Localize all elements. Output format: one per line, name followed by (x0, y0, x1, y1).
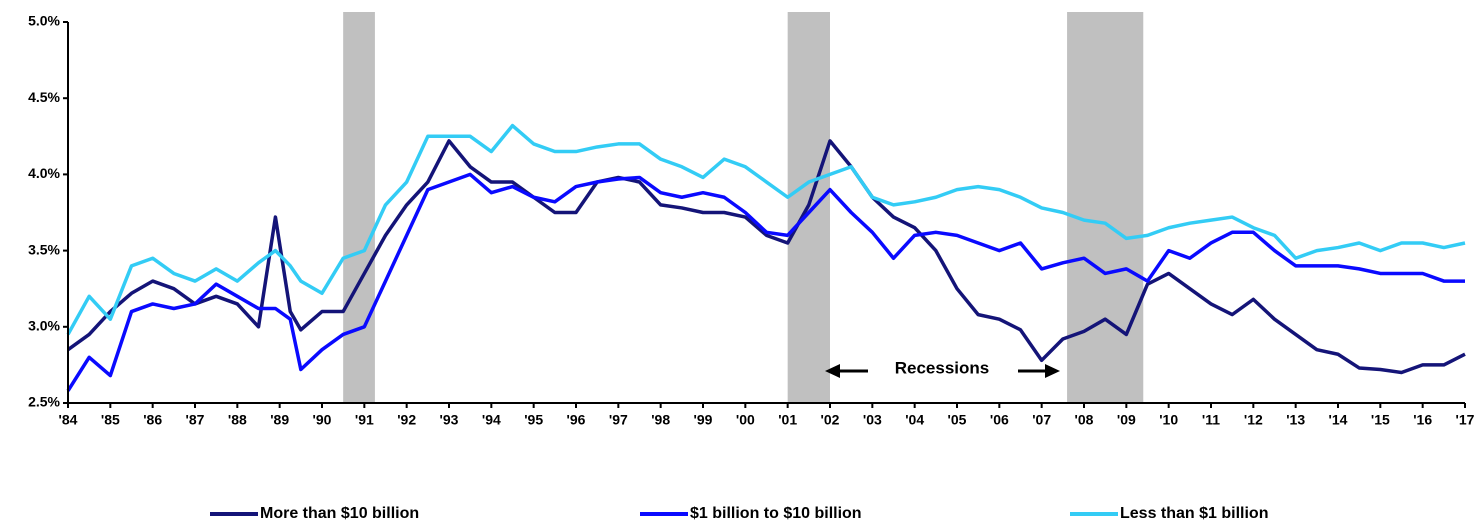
x-tick-label: '96 (567, 412, 586, 428)
x-tick-label: '16 (1413, 412, 1432, 428)
recession-bands (343, 12, 1144, 403)
x-tick-label: '15 (1371, 412, 1390, 428)
plot-lines (66, 123, 1466, 392)
x-tick-label: '12 (1244, 412, 1263, 428)
x-tick-label: '07 (1032, 412, 1051, 428)
x-tick-label: '17 (1456, 412, 1475, 428)
x-tick-label: '03 (863, 412, 882, 428)
x-tick-label: '13 (1286, 412, 1305, 428)
y-tick-label: 4.5% (28, 89, 60, 105)
x-tick-label: '90 (313, 412, 332, 428)
x-tick-label: '10 (1159, 412, 1178, 428)
y-tick-label: 3.5% (28, 241, 60, 257)
x-tick-label: '84 (59, 412, 78, 428)
x-tick-label: '14 (1329, 412, 1348, 428)
recession-band (343, 12, 375, 403)
x-tick-label: '98 (651, 412, 670, 428)
x-tick-label: '01 (778, 412, 797, 428)
arrow-head (825, 364, 840, 378)
x-tick-label: '00 (736, 412, 755, 428)
x-tick-label: '09 (1117, 412, 1136, 428)
x-tick-label: '97 (609, 412, 628, 428)
annotation-arrows (825, 364, 1060, 378)
x-tick-label: '89 (270, 412, 289, 428)
legend-label: More than $10 billion (260, 505, 419, 522)
series-line (66, 139, 1466, 375)
x-tick-label: '92 (397, 412, 416, 428)
arrow-head (1045, 364, 1060, 378)
series-line (66, 172, 1465, 392)
x-tick-label: '05 (948, 412, 967, 428)
legend: More than $10 billion $1 billion to $10 b… (210, 505, 1268, 522)
x-tick-label: '95 (524, 412, 543, 428)
y-tick-label: 5.0% (28, 13, 60, 29)
x-tick-label: '02 (821, 412, 840, 428)
x-tick-label: '06 (990, 412, 1009, 428)
axes: 2.5% 3.0% 3.5% 4.0% 4.5% 5.0% '84 '85 '86 '87 '88 '… (28, 13, 1475, 428)
y-tick-label: 3.0% (28, 318, 60, 334)
series-line (66, 123, 1466, 336)
x-tick-label: '04 (905, 412, 924, 428)
x-tick-label: '94 (482, 412, 501, 428)
x-tick-label: '88 (228, 412, 247, 428)
x-tick-label: '11 (1202, 412, 1220, 428)
legend-label: Less than $1 billion (1120, 505, 1268, 522)
x-tick-label: '93 (440, 412, 459, 428)
x-tick-label: '08 (1075, 412, 1094, 428)
x-tick-label: '85 (101, 412, 120, 428)
y-tick-label: 2.5% (28, 394, 60, 410)
x-tick-label: '99 (694, 412, 713, 428)
annotation: Recessions (895, 358, 990, 377)
legend-label: $1 billion to $10 billion (690, 505, 862, 522)
recession-band (1067, 12, 1144, 403)
x-tick-label: '87 (186, 412, 205, 428)
x-tick-label: '86 (143, 412, 162, 428)
y-tick-label: 4.0% (28, 165, 60, 181)
x-tick-label: '91 (355, 412, 374, 428)
